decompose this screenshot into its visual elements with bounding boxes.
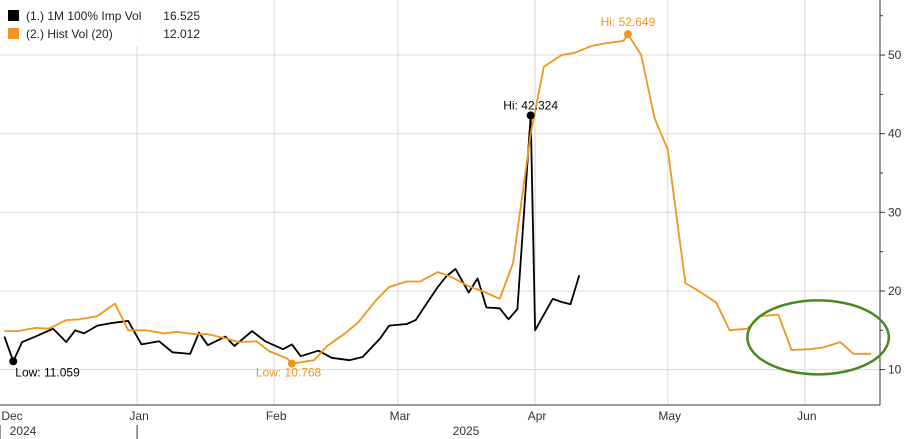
y-tick-40: 40 (888, 127, 902, 141)
x-year-2024: 2024 (10, 424, 37, 438)
highlight-ellipse (746, 299, 891, 376)
annotation-marker-0 (9, 357, 18, 366)
x-tick-may: May (658, 409, 681, 423)
x-tick-feb: Feb (266, 409, 287, 423)
legend-swatch-hist-vol (8, 28, 19, 39)
annotation-label-0: Low: 11.059 (15, 365, 80, 379)
x-tick-apr: Apr (528, 409, 547, 423)
series-line-imp-vol (3, 114, 581, 363)
y-tick-10: 10 (888, 363, 902, 377)
legend-label-hist-vol: (2.) Hist Vol (20) (26, 27, 113, 41)
y-tick-50: 50 (888, 48, 902, 62)
legend-background (0, 0, 206, 46)
x-tick-mar: Mar (390, 409, 411, 423)
x-year-2025: 2025 (453, 424, 480, 438)
legend-value-hist-vol: 12.012 (163, 27, 200, 41)
annotation-marker-3 (623, 30, 632, 39)
x-tick-dec: Dec (1, 409, 22, 423)
highlight-layer (746, 299, 891, 376)
annotation-marker-1 (287, 359, 296, 368)
legend-label-imp-vol: (1.) 1M 100% Imp Vol (26, 9, 141, 23)
y-tick-20: 20 (888, 284, 902, 298)
x-tick-jan: Jan (129, 409, 148, 423)
annotation-marker-2 (526, 111, 535, 120)
grid-lines (0, 0, 880, 405)
annotation-label-3: Hi: 52.649 (601, 15, 656, 29)
y-tick-30: 30 (888, 205, 902, 219)
legend: (1.) 1M 100% Imp Vol 16.525 (2.) Hist Vo… (0, 0, 206, 46)
legend-swatch-imp-vol (8, 10, 19, 21)
annotation-label-2: Hi: 42.324 (503, 98, 558, 112)
series-lines (3, 33, 872, 365)
annotation-label-1: Low: 10.768 (256, 366, 322, 380)
legend-value-imp-vol: 16.525 (163, 9, 200, 23)
series-line-hist-vol (4, 33, 872, 365)
annotations: Low: 11.059 Low: 10.768 Hi: 42.324 Hi: 52.6… (9, 15, 656, 380)
x-tick-jun: Jun (797, 409, 816, 423)
